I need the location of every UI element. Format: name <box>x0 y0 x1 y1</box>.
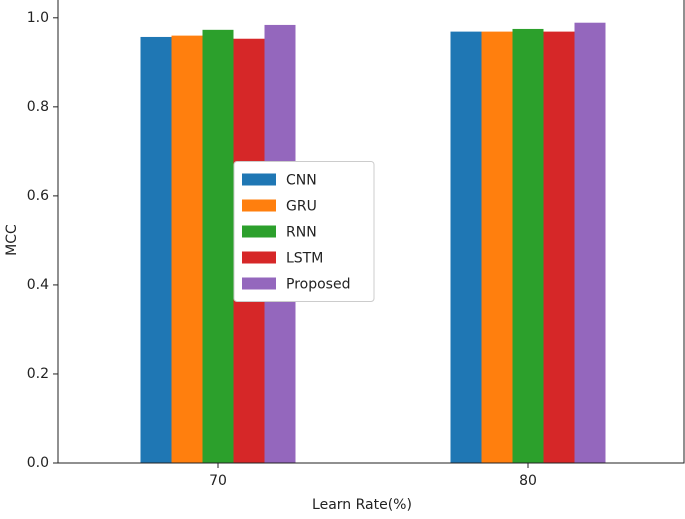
legend-swatch <box>242 225 276 238</box>
y-tick-label: 0.0 <box>27 455 49 471</box>
bar <box>543 31 575 464</box>
legend-label: Proposed <box>286 277 350 293</box>
bar <box>171 35 203 463</box>
y-tick-label: 0.4 <box>27 277 49 293</box>
bar <box>450 31 482 464</box>
y-tick-label: 0.6 <box>27 188 49 204</box>
bar <box>574 22 606 464</box>
bar <box>512 28 544 463</box>
y-tick-label: 0.8 <box>27 99 49 115</box>
legend-swatch <box>242 251 276 264</box>
bar <box>140 36 172 464</box>
legend-swatch <box>242 277 276 290</box>
x-tick-label: 70 <box>209 473 227 489</box>
y-tick-label: 1.0 <box>27 10 49 26</box>
y-tick-label: 0.2 <box>27 366 49 382</box>
bar <box>481 31 513 464</box>
y-axis-label: MCC <box>4 224 20 256</box>
legend-label: CNN <box>286 173 317 189</box>
x-axis-label: Learn Rate(%) <box>312 497 412 513</box>
axes-frame <box>57 0 685 464</box>
legend-swatch <box>242 173 276 186</box>
legend-swatch <box>242 199 276 212</box>
legend-box <box>233 161 375 302</box>
legend-label: LSTM <box>286 251 323 267</box>
bar <box>202 29 234 464</box>
x-tick-label: 80 <box>519 473 537 489</box>
legend-label: GRU <box>286 199 317 215</box>
legend-label: RNN <box>286 225 317 241</box>
